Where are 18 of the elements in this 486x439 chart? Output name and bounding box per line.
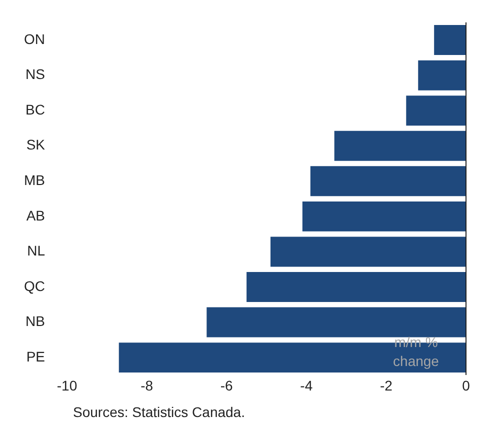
y-tick-label: QC (24, 278, 45, 294)
y-tick-label: AB (26, 207, 45, 224)
x-tick-label: -8 (140, 377, 154, 394)
y-tick-label: PE (26, 348, 45, 364)
source-note: Sources: Statistics Canada. (73, 404, 246, 420)
y-tick-label: NS (26, 66, 45, 82)
y-tick-label: NL (27, 242, 46, 259)
annotation: m/m % change (393, 334, 440, 370)
x-tick-label: -6 (220, 377, 234, 394)
x-tick-label: -10 (56, 377, 78, 394)
y-tick-label: ON (24, 30, 45, 47)
x-tick-label: -2 (380, 377, 393, 394)
y-tick-label: BC (26, 101, 45, 118)
y-tick-label: MB (24, 172, 45, 188)
y-tick-label: SK (26, 136, 46, 153)
y-tick-label: NB (26, 313, 45, 330)
x-tick-label: 0 (462, 377, 470, 394)
x-tick-label: -4 (300, 377, 313, 394)
